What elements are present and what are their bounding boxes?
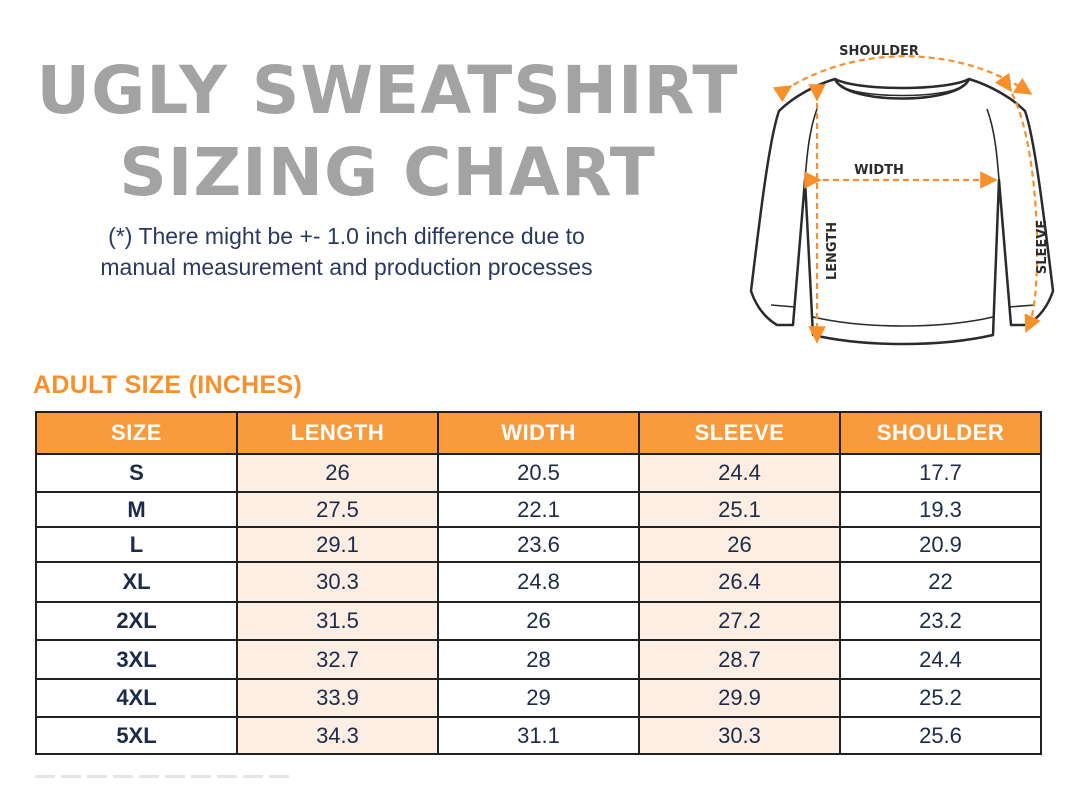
disclaimer-line-1: (*) There might be +- 1.0 inch differenc… <box>108 223 585 249</box>
column-header-length: LENGTH <box>236 411 439 455</box>
size-cell: 3XL <box>35 639 238 680</box>
shoulder-cell: 22 <box>839 561 1042 603</box>
sleeve-arrow <box>994 72 1041 333</box>
size-cell: S <box>35 453 238 493</box>
shoulder-cell: 25.6 <box>839 716 1042 755</box>
length-cell: 27.5 <box>236 491 439 528</box>
table-row: 3XL 32.7 28 28.7 24.4 <box>35 639 1042 680</box>
length-cell: 34.3 <box>236 716 439 755</box>
sleeve-cell: 25.1 <box>638 491 841 528</box>
size-cell: M <box>35 491 238 528</box>
length-cell: 29.1 <box>236 526 439 563</box>
table-row: L 29.1 23.6 26 20.9 <box>35 526 1042 563</box>
column-header-width: WIDTH <box>437 411 640 455</box>
size-cell: L <box>35 526 238 563</box>
sweatshirt-outline-icon <box>749 77 1055 346</box>
column-header-sleeve: SLEEVE <box>638 411 841 455</box>
width-cell: 22.1 <box>437 491 640 528</box>
width-cell: 29 <box>437 678 640 718</box>
width-cell: 28 <box>437 639 640 680</box>
length-cell: 26 <box>236 453 439 493</box>
column-header-shoulder: SHOULDER <box>839 411 1042 455</box>
size-cell: 4XL <box>35 678 238 718</box>
sleeve-cell: 30.3 <box>638 716 841 755</box>
title-line-2: SIZING CHART <box>119 134 656 211</box>
width-label: WIDTH <box>854 163 904 178</box>
length-cell: 33.9 <box>236 678 439 718</box>
shoulder-cell: 23.2 <box>839 601 1042 641</box>
shoulder-cell: 20.9 <box>839 526 1042 563</box>
title-line-1: UGLY SWEATSHIRT <box>36 52 739 129</box>
table-row: 5XL 34.3 31.1 30.3 25.6 <box>35 716 1042 755</box>
section-label-adult-size: ADULT SIZE (INCHES) <box>33 371 303 399</box>
shoulder-label: SHOULDER <box>839 44 919 59</box>
sleeve-cell: 26 <box>638 526 841 563</box>
shoulder-cell: 24.4 <box>839 639 1042 680</box>
table-row: XL 30.3 24.8 26.4 22 <box>35 561 1042 603</box>
disclaimer-line-2: manual measurement and production proces… <box>100 254 593 280</box>
width-cell: 23.6 <box>437 526 640 563</box>
table-row: S 26 20.5 24.4 17.7 <box>35 453 1042 493</box>
table-row: 2XL 31.5 26 27.2 23.2 <box>35 601 1042 641</box>
measurement-arrows <box>772 55 1041 344</box>
width-cell: 26 <box>437 601 640 641</box>
size-chart-table: SIZE LENGTH WIDTH SLEEVE SHOULDER S 26 2… <box>35 411 1042 755</box>
length-label: LENGTH <box>825 222 840 280</box>
sleeve-label: SLEEVE <box>1035 220 1050 274</box>
sleeve-cell: 28.7 <box>638 639 841 680</box>
size-cell: XL <box>35 561 238 603</box>
size-cell: 5XL <box>35 716 238 755</box>
length-cell: 32.7 <box>236 639 439 680</box>
shoulder-cell: 19.3 <box>839 491 1042 528</box>
length-cell: 30.3 <box>236 561 439 603</box>
sleeve-cell: 26.4 <box>638 561 841 603</box>
table-header-row: SIZE LENGTH WIDTH SLEEVE SHOULDER <box>35 411 1042 455</box>
sleeve-cell: 29.9 <box>638 678 841 718</box>
shoulder-cell: 17.7 <box>839 453 1042 493</box>
faded-footer-strip <box>35 775 295 778</box>
table-row: 4XL 33.9 29 29.9 25.2 <box>35 678 1042 718</box>
width-cell: 31.1 <box>437 716 640 755</box>
column-header-size: SIZE <box>35 411 238 455</box>
sweatshirt-diagram: SHOULDER WIDTH LENGTH SLEEVE <box>749 44 1055 346</box>
size-cell: 2XL <box>35 601 238 641</box>
table-row: M 27.5 22.1 25.1 19.3 <box>35 491 1042 528</box>
sleeve-cell: 24.4 <box>638 453 841 493</box>
width-cell: 24.8 <box>437 561 640 603</box>
length-cell: 31.5 <box>236 601 439 641</box>
shoulder-cell: 25.2 <box>839 678 1042 718</box>
width-cell: 20.5 <box>437 453 640 493</box>
sleeve-cell: 27.2 <box>638 601 841 641</box>
